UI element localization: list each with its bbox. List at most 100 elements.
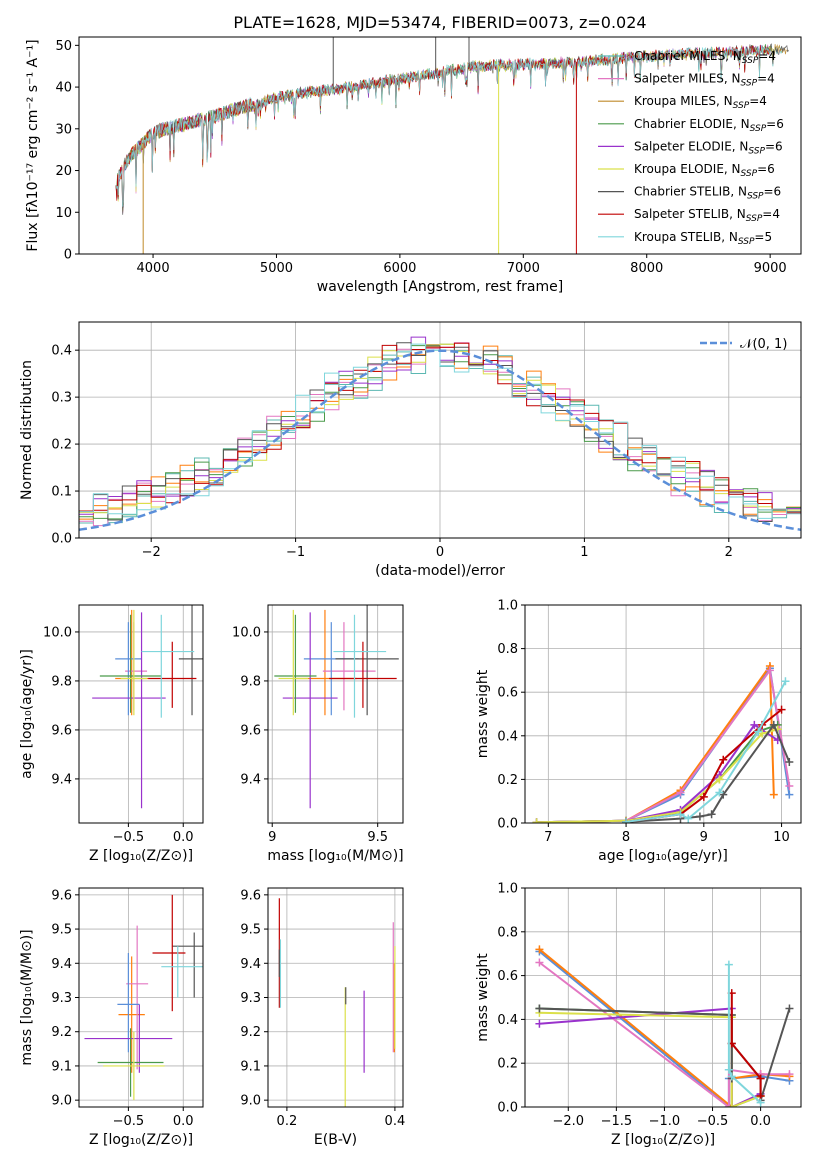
legend: Chabrier MILES, NSSP=4 Salpeter MILES, NS… bbox=[598, 49, 784, 247]
legend-label: Kroupa MILES, NSSP=4 bbox=[634, 94, 767, 111]
x-tick-label: 0.0 bbox=[173, 830, 194, 845]
weight-marker bbox=[724, 1065, 733, 1074]
y-tick-label: 9.2 bbox=[51, 1025, 72, 1040]
weight-marker bbox=[785, 1070, 794, 1079]
x-tick-label: 9.5 bbox=[367, 830, 388, 845]
weight-marker bbox=[785, 790, 794, 799]
y-axis-label: mass weight bbox=[475, 669, 491, 758]
weight-marker bbox=[769, 720, 778, 729]
plot-area bbox=[84, 894, 203, 1101]
plot-area bbox=[92, 605, 203, 809]
x-tick-label: 0.0 bbox=[750, 1114, 771, 1129]
weight-marker bbox=[765, 666, 774, 675]
histogram-step bbox=[79, 343, 801, 519]
weight-marker bbox=[707, 810, 716, 819]
y-tick-label: 0 bbox=[64, 248, 72, 263]
x-tick-label: 9000 bbox=[754, 261, 787, 276]
y-tick-label: 9.2 bbox=[240, 1025, 261, 1040]
spectrum-line bbox=[115, 44, 771, 207]
weight-marker bbox=[785, 757, 794, 766]
chart-weight-vs-Z: −2.0 −1.5 −1.0 −0.5 0.0 0.0 0.2 0.4 0.6 0.8 1.0 Z [… bbox=[475, 882, 802, 1148]
legend-label: Kroupa STELIB, NSSP=5 bbox=[634, 230, 772, 247]
y-tick-label: 9.0 bbox=[51, 1094, 72, 1109]
legend-label: Salpeter MILES, NSSP=4 bbox=[634, 72, 775, 89]
weight-marker bbox=[695, 812, 704, 821]
x-tick-label: −0.5 bbox=[113, 1114, 145, 1129]
y-tick-label: 9.6 bbox=[51, 888, 72, 903]
y-tick-label: 0.0 bbox=[497, 1101, 518, 1116]
y-tick-label: 9.0 bbox=[240, 1094, 261, 1109]
legend-label: Chabrier ELODIE, NSSP=6 bbox=[634, 117, 784, 134]
axes-frame bbox=[524, 604, 802, 824]
legend-label: Salpeter STELIB, NSSP=4 bbox=[634, 207, 780, 224]
x-tick-label: −2 bbox=[142, 545, 161, 560]
weight-line bbox=[539, 1007, 762, 1107]
weight-marker bbox=[684, 814, 693, 823]
y-tick-label: 9.8 bbox=[51, 674, 72, 689]
y-tick-label: 0.4 bbox=[497, 1013, 518, 1028]
x-tick-label: 10 bbox=[773, 830, 790, 845]
axes-frame bbox=[78, 36, 802, 255]
y-tick-label: 30 bbox=[55, 122, 72, 137]
x-tick-label: 8 bbox=[622, 830, 630, 845]
weight-marker bbox=[535, 958, 544, 967]
y-tick-label: 9.3 bbox=[51, 991, 72, 1006]
y-tick-label: 9.6 bbox=[51, 723, 72, 738]
y-tick-label: 9.5 bbox=[51, 923, 72, 938]
y-tick-label: 9.3 bbox=[240, 991, 261, 1006]
y-tick-label: 1.0 bbox=[497, 882, 518, 897]
x-axis-label: wavelength [Angstrom, rest frame] bbox=[317, 279, 563, 295]
weight-line bbox=[727, 964, 762, 1104]
weight-marker bbox=[535, 945, 544, 954]
y-tick-label: 0.2 bbox=[51, 438, 72, 453]
weight-marker bbox=[724, 960, 733, 969]
y-tick-label: 9.4 bbox=[240, 772, 261, 787]
weight-marker bbox=[676, 810, 685, 819]
y-axis-label: age [log₁₀(age/yr)] bbox=[19, 649, 35, 779]
weight-line bbox=[536, 723, 779, 823]
plot-area bbox=[535, 945, 794, 1107]
weight-line bbox=[539, 1007, 761, 1107]
x-axis-label: age [log₁₀(age/yr)] bbox=[598, 848, 728, 864]
axes-frame bbox=[267, 604, 404, 824]
y-tick-label: 0.8 bbox=[497, 925, 518, 940]
y-tick-label: 9.4 bbox=[51, 957, 72, 972]
x-tick-label: 0 bbox=[436, 545, 444, 560]
plot-area bbox=[79, 336, 801, 532]
y-tick-label: 9.6 bbox=[240, 723, 261, 738]
x-tick-label: 8000 bbox=[630, 261, 663, 276]
weight-marker bbox=[724, 1103, 733, 1107]
chart-residual-histogram: −2 −1 0 1 2 0.0 0.1 0.2 0.3 0.4 (data-model)/error… bbox=[19, 321, 802, 579]
y-tick-label: 9.1 bbox=[51, 1059, 72, 1074]
weight-marker bbox=[715, 775, 724, 784]
axes-frame bbox=[78, 604, 204, 824]
weight-marker bbox=[754, 727, 763, 736]
plot-area bbox=[274, 605, 399, 809]
weight-marker bbox=[756, 1074, 765, 1083]
legend-label: Kroupa ELODIE, NSSP=6 bbox=[634, 162, 775, 179]
weight-marker bbox=[719, 755, 728, 764]
y-tick-label: 0.1 bbox=[51, 485, 72, 500]
x-axis-label: (data-model)/error bbox=[375, 563, 505, 579]
weight-marker bbox=[532, 818, 541, 823]
y-axis-label: mass weight bbox=[475, 953, 491, 1042]
x-tick-label: −1.5 bbox=[601, 1114, 633, 1129]
weight-line bbox=[536, 723, 779, 823]
y-tick-label: 0.2 bbox=[497, 1057, 518, 1072]
y-tick-label: 50 bbox=[55, 39, 72, 54]
y-tick-label: 0.8 bbox=[497, 642, 518, 657]
y-tick-label: 9.1 bbox=[240, 1059, 261, 1074]
y-tick-label: 9.8 bbox=[240, 674, 261, 689]
x-axis-label: Z [log₁₀(Z/Z⊙)] bbox=[611, 1132, 715, 1148]
x-axis-label: mass [log₁₀(M/M⊙)] bbox=[267, 848, 403, 864]
x-tick-label: 7 bbox=[544, 830, 552, 845]
y-tick-label: 10.0 bbox=[232, 625, 261, 640]
legend-label: Chabrier MILES, NSSP=4 bbox=[634, 49, 776, 66]
plot-area bbox=[115, 37, 789, 254]
chart-mass-vs-EBV: 0.2 0.4 9.0 9.1 9.2 9.3 9.4 9.5 9.6 E(B-V) bbox=[240, 887, 405, 1148]
y-tick-label: 0.0 bbox=[497, 817, 518, 832]
chart-title: PLATE=1628, MJD=53474, FIBERID=0073, z=0… bbox=[233, 13, 646, 32]
chart-weight-vs-age: 7 8 9 10 0.0 0.2 0.4 0.6 0.8 1.0 age [log₁₀(age/yr… bbox=[475, 599, 802, 864]
weight-marker bbox=[622, 817, 631, 823]
